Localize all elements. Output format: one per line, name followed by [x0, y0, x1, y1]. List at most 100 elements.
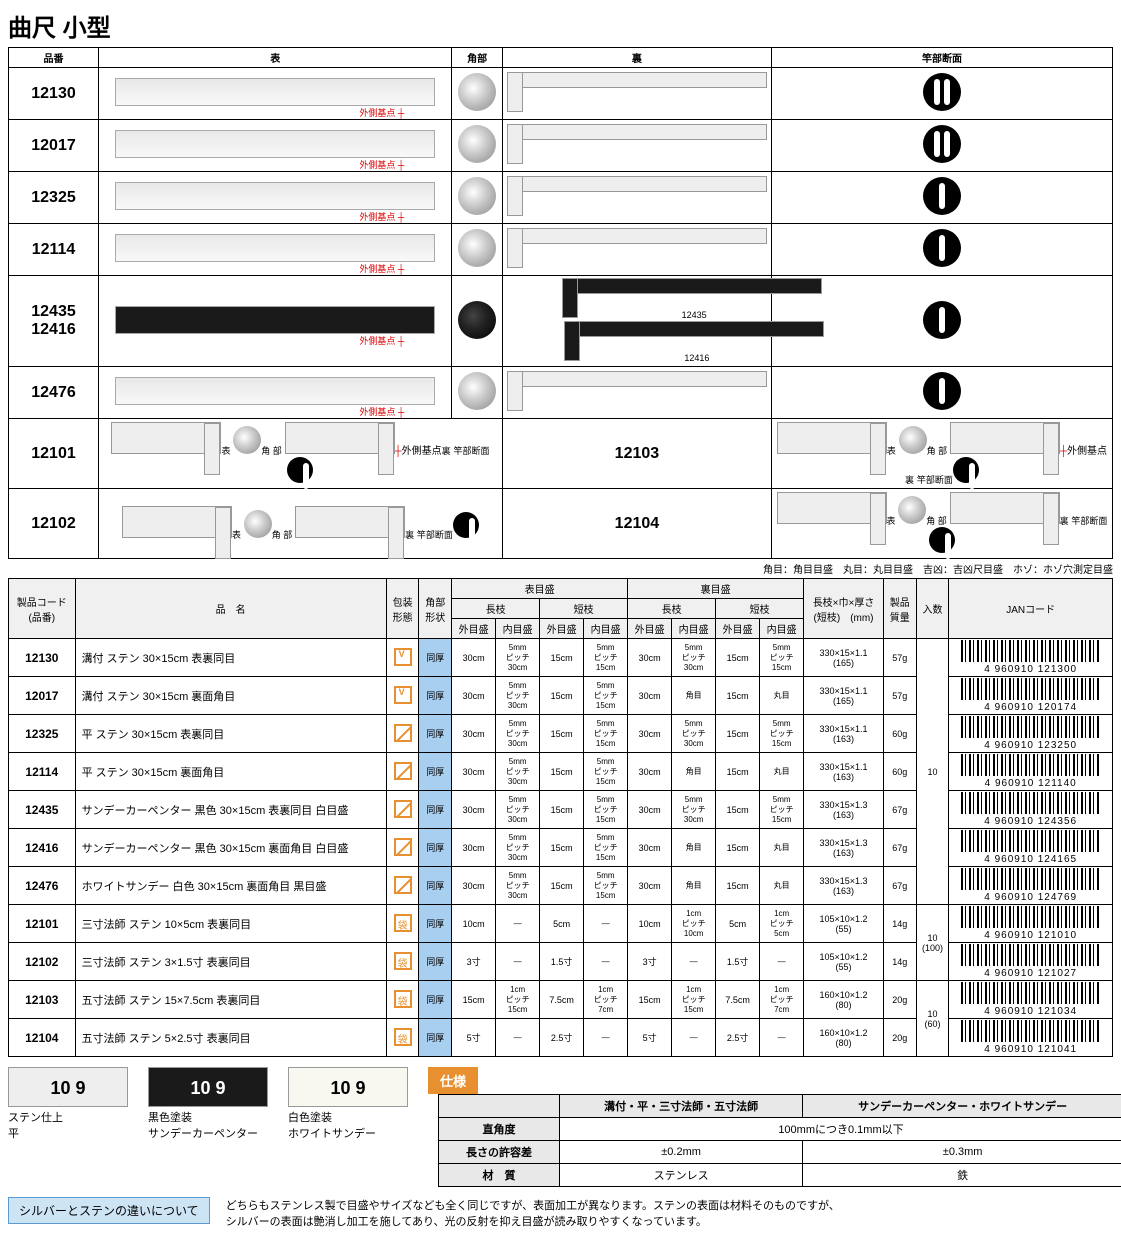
visual-header: 品番: [9, 48, 99, 68]
product-code: 12435 12416: [9, 276, 99, 367]
corner-shape: 同厚: [419, 753, 452, 791]
barcode-cell: 4 960910 121034: [949, 981, 1113, 1019]
spec-code: 12476: [9, 867, 76, 905]
split-left: 表 角 部 ┼外側基点裏 竿部断面: [99, 419, 503, 489]
corner-image: [452, 276, 502, 367]
corner-shape: 同厚: [419, 867, 452, 905]
split-right: 表 角 部 裏 竿部断面: [771, 489, 1112, 559]
product-code: 12102: [9, 489, 99, 559]
front-image: 外側基点 ┼: [99, 120, 452, 172]
spec-name: 平 ステン 30×15cm 裏面角目: [75, 753, 386, 791]
visual-table: 品番表角部裏竿部断面 12130 外側基点 ┼ 12017 外側基点 ┼ 123…: [8, 47, 1113, 559]
barcode-cell: 4 960910 121027: [949, 943, 1113, 981]
front-image: 外側基点 ┼: [99, 367, 452, 419]
pack-icon: [386, 753, 419, 791]
spec-name: 溝付 ステン 30×15cm 裏面角目: [75, 677, 386, 715]
spec-name: 三寸法師 ステン 3×1.5寸 表裏同目: [75, 943, 386, 981]
corner-image: [452, 68, 502, 120]
spec-code: 12103: [9, 981, 76, 1019]
cross-section: [771, 120, 1112, 172]
pack-icon: [386, 677, 419, 715]
barcode-cell: 4 960910 120174: [949, 677, 1113, 715]
spec-name: 五寸法師 ステン 5×2.5寸 表裏同目: [75, 1019, 386, 1057]
front-image: 外側基点 ┼: [99, 276, 452, 367]
finish-sample: 10 9 ステン仕上 平: [8, 1067, 128, 1141]
barcode-cell: 4 960910 121010: [949, 905, 1113, 943]
front-image: 外側基点 ┼: [99, 172, 452, 224]
spec-name: 三寸法師 ステン 10×5cm 表裏同目: [75, 905, 386, 943]
spec-code: 12435: [9, 791, 76, 829]
silver-note: どちらもステンレス製で目盛やサイズなども全く同じですが、表面加工が異なります。ス…: [226, 1197, 840, 1229]
spec-code: 12114: [9, 753, 76, 791]
corner-shape: 同厚: [419, 829, 452, 867]
visual-header: 裏: [502, 48, 771, 68]
spec-code: 12130: [9, 639, 76, 677]
pack-icon: [386, 867, 419, 905]
cross-section: [771, 367, 1112, 419]
spec-name: 溝付 ステン 30×15cm 表裏同目: [75, 639, 386, 677]
spec-name: 平 ステン 30×15cm 表裏同目: [75, 715, 386, 753]
spec-box: 溝付・平・三寸法師・五寸法師サンデーカーペンター・ホワイトサンデー直角度100m…: [438, 1094, 1121, 1187]
corner-shape: 同厚: [419, 639, 452, 677]
visual-header: 表: [99, 48, 452, 68]
front-image: 外側基点 ┼: [99, 224, 452, 276]
corner-shape: 同厚: [419, 791, 452, 829]
barcode-cell: 4 960910 121140: [949, 753, 1113, 791]
product-code: 12104: [502, 489, 771, 559]
legend-note: 角目：角目目盛 丸目：丸目目盛 吉凶：吉凶尺目盛 ホゾ：ホゾ穴測定目盛: [8, 559, 1113, 578]
spec-name: ホワイトサンデー 白色 30×15cm 裏面角目 黒目盛: [75, 867, 386, 905]
back-image: [502, 224, 771, 276]
product-code: 12325: [9, 172, 99, 224]
corner-shape: 同厚: [419, 1019, 452, 1057]
back-image: [502, 120, 771, 172]
barcode-cell: 4 960910 124165: [949, 829, 1113, 867]
corner-shape: 同厚: [419, 715, 452, 753]
corner-shape: 同厚: [419, 905, 452, 943]
spec-code: 12101: [9, 905, 76, 943]
spec-code: 12102: [9, 943, 76, 981]
spec-name: 五寸法師 ステン 15×7.5cm 表裏同目: [75, 981, 386, 1019]
spec-code: 12416: [9, 829, 76, 867]
back-image: [502, 367, 771, 419]
spec-badge: 仕様: [428, 1067, 478, 1094]
cross-section: [771, 68, 1112, 120]
corner-shape: 同厚: [419, 943, 452, 981]
pack-icon: [386, 829, 419, 867]
split-left: 表 角 部 裏 竿部断面: [99, 489, 503, 559]
pack-icon: [386, 905, 419, 943]
barcode-cell: 4 960910 124356: [949, 791, 1113, 829]
split-right: 表 角 部 ┼外側基点裏 竿部断面: [771, 419, 1112, 489]
product-code: 12017: [9, 120, 99, 172]
pack-icon: [386, 1019, 419, 1057]
spec-name: サンデーカーペンター 黒色 30×15cm 裏面角目 白目盛: [75, 829, 386, 867]
corner-shape: 同厚: [419, 981, 452, 1019]
pack-icon: [386, 715, 419, 753]
cross-section: [771, 224, 1112, 276]
corner-shape: 同厚: [419, 677, 452, 715]
back-image: 12435 12416: [502, 276, 771, 367]
spec-table: 製品コード (品番) 品 名 包装 形態 角部 形状 表目盛裏目盛 長枝×巾×厚…: [8, 578, 1113, 1057]
product-code: 12101: [9, 419, 99, 489]
front-image: 外側基点 ┼: [99, 68, 452, 120]
barcode-cell: 4 960910 123250: [949, 715, 1113, 753]
corner-image: [452, 224, 502, 276]
page-title: 曲尺 小型: [8, 8, 1113, 43]
corner-image: [452, 120, 502, 172]
silver-box: シルバーとステンの違いについて: [8, 1197, 210, 1224]
finish-sample: 10 9 黒色塗装 サンデーカーペンター: [148, 1067, 268, 1141]
visual-header: 竿部断面: [771, 48, 1112, 68]
finish-row: 10 9 ステン仕上 平 10 9 黒色塗装 サンデーカーペンター 10 9 白…: [8, 1067, 1113, 1187]
barcode-cell: 4 960910 124769: [949, 867, 1113, 905]
spec-code: 12104: [9, 1019, 76, 1057]
spec-name: サンデーカーペンター 黒色 30×15cm 表裏同目 白目盛: [75, 791, 386, 829]
product-code: 12114: [9, 224, 99, 276]
barcode-cell: 4 960910 121041: [949, 1019, 1113, 1057]
corner-image: [452, 367, 502, 419]
product-code: 12103: [502, 419, 771, 489]
back-image: [502, 68, 771, 120]
product-code: 12476: [9, 367, 99, 419]
product-code: 12130: [9, 68, 99, 120]
pack-icon: [386, 791, 419, 829]
barcode-cell: 4 960910 121300: [949, 639, 1113, 677]
spec-code: 12325: [9, 715, 76, 753]
